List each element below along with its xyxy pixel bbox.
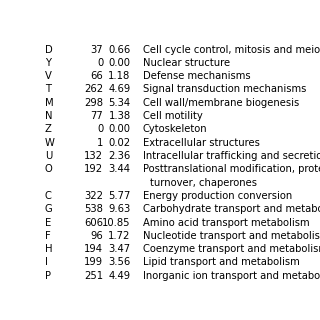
Text: V: V [45,71,52,81]
Text: F: F [45,231,51,241]
Text: 194: 194 [84,244,103,254]
Text: 1.72: 1.72 [108,231,131,241]
Text: Nucleotide transport and metabolism: Nucleotide transport and metabolism [143,231,320,241]
Text: Signal transduction mechanisms: Signal transduction mechanisms [143,84,306,94]
Text: M: M [45,98,53,108]
Text: N: N [45,111,52,121]
Text: Defense mechanisms: Defense mechanisms [143,71,251,81]
Text: 66: 66 [91,71,103,81]
Text: 4.49: 4.49 [108,271,131,281]
Text: Lipid transport and metabolism: Lipid transport and metabolism [143,258,300,268]
Text: 9.63: 9.63 [108,204,131,214]
Text: U: U [45,151,52,161]
Text: 37: 37 [91,44,103,54]
Text: Nuclear structure: Nuclear structure [143,58,230,68]
Text: Cell wall/membrane biogenesis: Cell wall/membrane biogenesis [143,98,299,108]
Text: Inorganic ion transport and metabolism: Inorganic ion transport and metabolism [143,271,320,281]
Text: turnover, chaperones: turnover, chaperones [150,178,257,188]
Text: Extracellular structures: Extracellular structures [143,138,260,148]
Text: O: O [45,164,53,174]
Text: G: G [45,204,53,214]
Text: Carbohydrate transport and metabolism: Carbohydrate transport and metabolism [143,204,320,214]
Text: Intracellular trafficking and secretion: Intracellular trafficking and secretion [143,151,320,161]
Text: 4.69: 4.69 [108,84,131,94]
Text: C: C [45,191,52,201]
Text: Cell motility: Cell motility [143,111,203,121]
Text: 3.44: 3.44 [108,164,131,174]
Text: 10.85: 10.85 [102,218,131,228]
Text: D: D [45,44,53,54]
Text: Z: Z [45,124,52,134]
Text: 192: 192 [84,164,103,174]
Text: Posttranslational modification, protein: Posttranslational modification, protein [143,164,320,174]
Text: I: I [45,258,48,268]
Text: 2.36: 2.36 [108,151,131,161]
Text: P: P [45,271,51,281]
Text: 1: 1 [97,138,103,148]
Text: Coenzyme transport and metabolism: Coenzyme transport and metabolism [143,244,320,254]
Text: W: W [45,138,55,148]
Text: 0.66: 0.66 [108,44,131,54]
Text: 0.00: 0.00 [108,124,131,134]
Text: 0.00: 0.00 [108,58,131,68]
Text: 1.38: 1.38 [108,111,131,121]
Text: 1.18: 1.18 [108,71,131,81]
Text: 199: 199 [84,258,103,268]
Text: Cytoskeleton: Cytoskeleton [143,124,208,134]
Text: 262: 262 [84,84,103,94]
Text: Y: Y [45,58,51,68]
Text: H: H [45,244,52,254]
Text: 3.47: 3.47 [108,244,131,254]
Text: 0: 0 [97,58,103,68]
Text: 0.02: 0.02 [108,138,131,148]
Text: 77: 77 [91,111,103,121]
Text: 322: 322 [84,191,103,201]
Text: 3.56: 3.56 [108,258,131,268]
Text: Cell cycle control, mitosis and meiosis: Cell cycle control, mitosis and meiosis [143,44,320,54]
Text: E: E [45,218,51,228]
Text: 538: 538 [84,204,103,214]
Text: 5.34: 5.34 [108,98,131,108]
Text: T: T [45,84,51,94]
Text: Amino acid transport metabolism: Amino acid transport metabolism [143,218,309,228]
Text: 5.77: 5.77 [108,191,131,201]
Text: 251: 251 [84,271,103,281]
Text: 0: 0 [97,124,103,134]
Text: 606: 606 [84,218,103,228]
Text: 132: 132 [84,151,103,161]
Text: 96: 96 [91,231,103,241]
Text: Energy production conversion: Energy production conversion [143,191,292,201]
Text: 298: 298 [84,98,103,108]
